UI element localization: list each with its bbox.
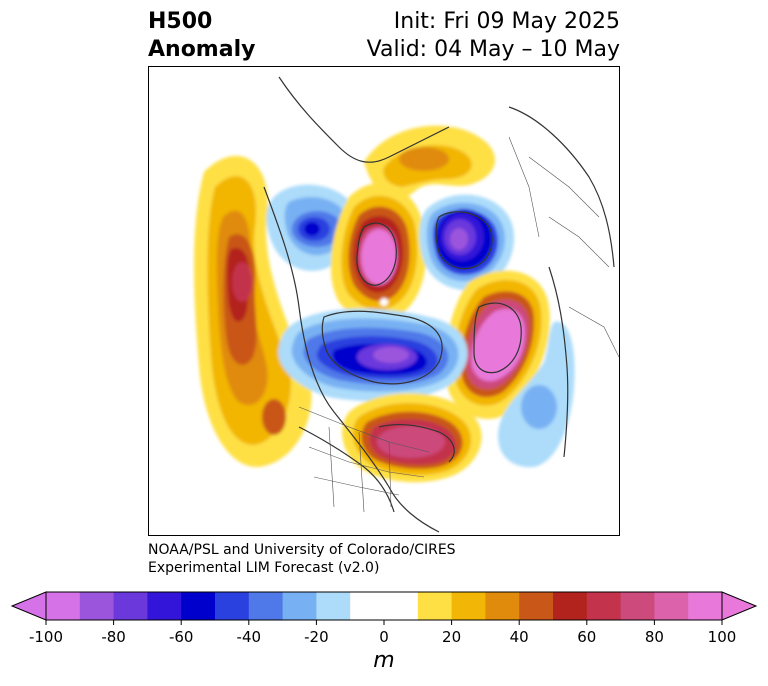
- credit-line-1: NOAA/PSL and University of Colorado/CIRE…: [148, 542, 456, 558]
- map-title: H500 Anomaly: [148, 8, 255, 64]
- title-line-2: Anomaly: [148, 37, 256, 62]
- colorbar-tick-label: 20: [442, 628, 462, 646]
- colorbar-swatch: [586, 592, 622, 620]
- alaska-trough: [266, 184, 358, 271]
- colorbar-swatch: [248, 592, 284, 620]
- colorbar-tick-label: 80: [644, 628, 664, 646]
- colorbar-tick-label: -40: [236, 628, 262, 646]
- colorbar-right-extend: [721, 591, 758, 621]
- colorbar-swatch: [350, 592, 385, 620]
- colorbar-tick-label: -100: [28, 628, 64, 646]
- colorbar-swatch: [485, 592, 520, 620]
- colorbar-swatch: [215, 592, 250, 620]
- credit-line-2: Experimental LIM Forecast (v2.0): [148, 560, 380, 576]
- valid-range: Valid: 04 May – 10 May: [366, 37, 620, 62]
- colorbar-left-extend: [10, 591, 47, 621]
- colorbar-ticks: -100 -80 -60 -40 -20 0 20 40 60 80 100: [0, 626, 768, 650]
- colorbar-swatch: [181, 592, 216, 620]
- political-borders: [298, 136, 619, 513]
- colorbar: [0, 586, 768, 626]
- arctic-ridge: [364, 125, 496, 199]
- credit-text: NOAA/PSL and University of Colorado/CIRE…: [148, 541, 456, 577]
- colorbar-units: m: [373, 648, 395, 673]
- colorbar-swatch: [282, 592, 317, 620]
- colorbar-graphic: [10, 591, 758, 625]
- colorbar-swatch: [688, 592, 723, 620]
- colorbar-tick-label: 0: [379, 628, 389, 646]
- forecast-dates: Init: Fri 09 May 2025 Valid: 04 May – 10…: [367, 8, 620, 64]
- colorbar-tick-label: 40: [509, 628, 529, 646]
- coastlines: [263, 76, 615, 533]
- colorbar-swatch: [451, 592, 486, 620]
- colorbar-swatch: [417, 592, 453, 620]
- colorbar-swatch: [620, 592, 655, 620]
- colorbar-swatch: [553, 592, 588, 620]
- colorbar-swatch: [316, 592, 351, 620]
- eurasian-ridge: [445, 270, 550, 420]
- polar-map: [148, 66, 620, 536]
- colorbar-tick-label: 100: [707, 628, 737, 646]
- colorbar-tick-label: -80: [101, 628, 126, 646]
- title-line-1: H500: [148, 9, 213, 34]
- colorbar-tick-label: -60: [168, 628, 194, 646]
- colorbar-tick-label: -20: [304, 628, 329, 646]
- colorbar-swatch: [654, 592, 689, 620]
- pacific-ridge: [194, 155, 312, 468]
- colorbar-swatch: [113, 592, 148, 620]
- colorbar-swatch: [147, 592, 182, 620]
- us-ridge: [342, 393, 482, 483]
- anomaly-field: [194, 76, 619, 533]
- colorbar-tick-label: 60: [577, 628, 597, 646]
- init-date: Init: Fri 09 May 2025: [393, 9, 620, 34]
- colorbar-swatch: [519, 592, 554, 620]
- colorbar-swatch: [46, 592, 81, 620]
- canada-trough: [278, 308, 468, 402]
- colorbar-swatch: [384, 592, 419, 620]
- colorbar-swatch: [79, 592, 115, 620]
- atlantic-trough: [498, 321, 575, 468]
